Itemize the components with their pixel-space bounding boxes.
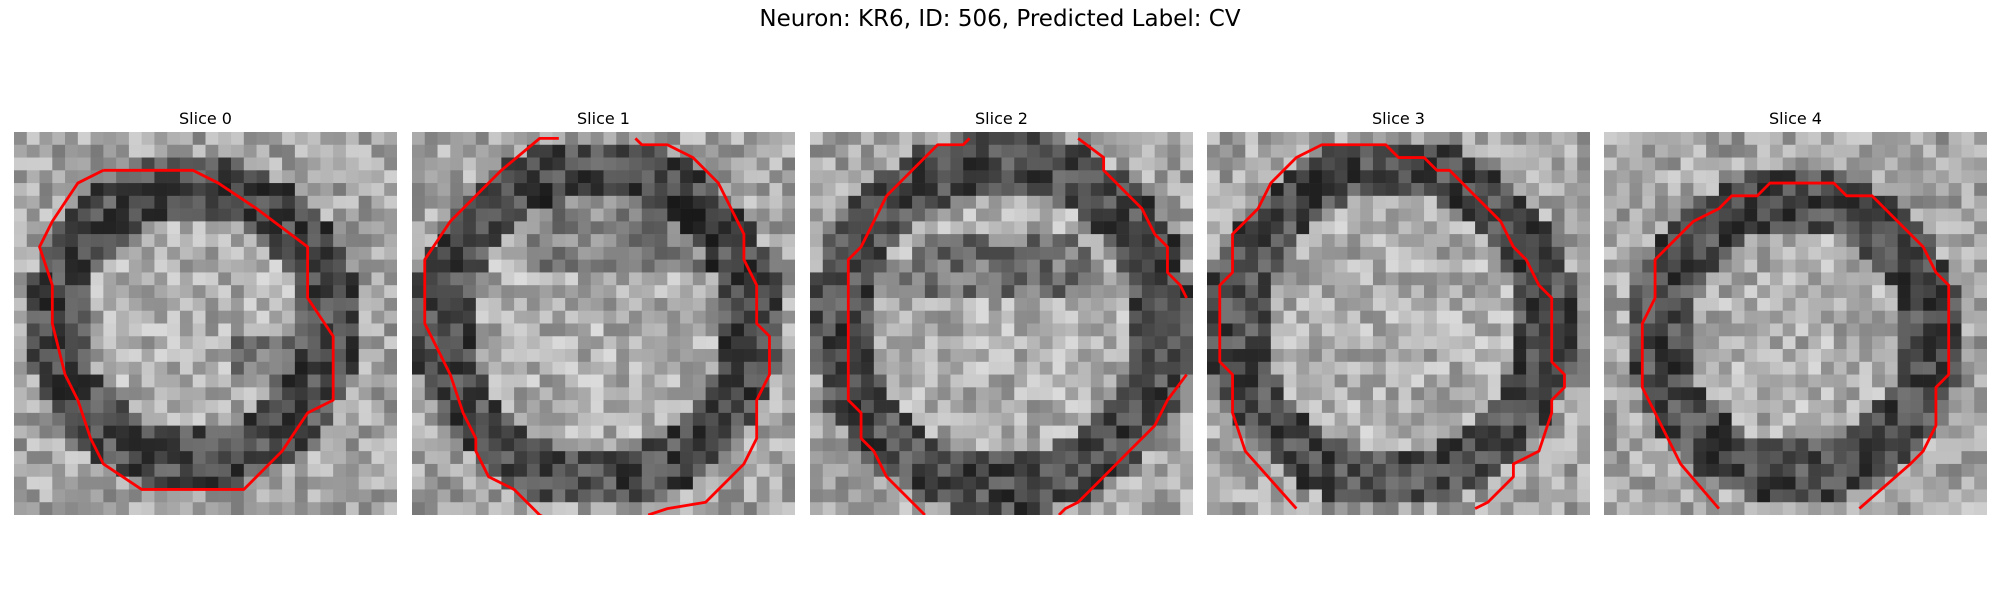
- contour-line-4: [1640, 181, 1951, 510]
- slice-title-2: Slice 2: [975, 109, 1028, 128]
- slice-panel-4: Slice 4: [1604, 108, 1987, 515]
- slice-image-3: [1207, 132, 1590, 515]
- slice-image-2: [810, 132, 1193, 515]
- figure-title: Neuron: KR6, ID: 506, Predicted Label: C…: [759, 6, 1241, 32]
- slice-image-4: [1604, 132, 1987, 515]
- pixel-grid-1: [412, 132, 795, 515]
- slice-panel-0: Slice 0: [14, 108, 397, 515]
- contour-line-2-right: [1077, 137, 1188, 299]
- pixel-grid-0: [14, 132, 397, 515]
- slice-image-1: [412, 132, 795, 515]
- pixel-grid-4: [1604, 132, 1987, 515]
- slice-title-3: Slice 3: [1372, 109, 1425, 128]
- contour-line-3: [1218, 143, 1566, 510]
- slice-panel-1: Slice 1: [412, 108, 795, 515]
- slice-title-1: Slice 1: [577, 109, 630, 128]
- pixel-grid-2: [810, 132, 1193, 515]
- slice-title-0: Slice 0: [179, 109, 232, 128]
- contour-line-0: [38, 168, 335, 491]
- slice-panel-3: Slice 3: [1207, 108, 1590, 515]
- contour-line-1-left: [423, 136, 559, 515]
- slice-title-4: Slice 4: [1769, 109, 1822, 128]
- pixel-grid-3: [1207, 132, 1590, 515]
- slice-image-0: [14, 132, 397, 515]
- contour-line-1-right: [634, 137, 771, 515]
- contour-line-2-bottom: [1057, 373, 1188, 515]
- contour-line-2-left: [846, 137, 971, 515]
- slice-panel-2: Slice 2: [810, 108, 1193, 515]
